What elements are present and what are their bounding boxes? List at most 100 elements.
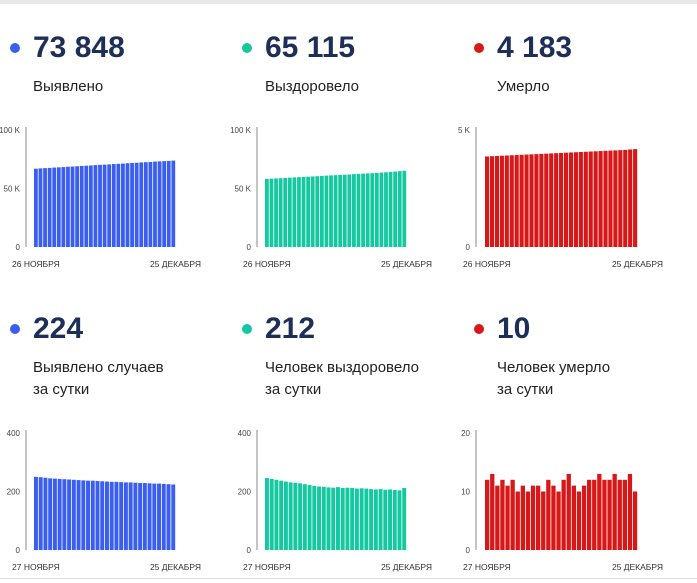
- y-tick-label: 20: [461, 429, 470, 438]
- bar: [274, 479, 279, 550]
- bar: [148, 161, 153, 247]
- bar: [283, 481, 288, 550]
- legend-dot-icon: [474, 324, 484, 334]
- bar: [514, 155, 519, 247]
- bar: [171, 484, 176, 550]
- stat-label: Человек умерло за сутки: [497, 357, 610, 401]
- bar: [549, 153, 554, 247]
- bar: [597, 473, 602, 550]
- legend-dot-icon: [474, 43, 484, 53]
- y-tick-label: 200: [238, 488, 252, 497]
- bar: [573, 152, 578, 247]
- stat-label-line: Выявлено: [33, 78, 104, 95]
- bar: [402, 487, 407, 550]
- bar: [510, 479, 515, 550]
- bar: [490, 473, 495, 550]
- bar: [627, 473, 633, 550]
- bar: [310, 176, 315, 247]
- bar: [365, 173, 370, 247]
- bar: [38, 168, 43, 247]
- top-strip: [0, 0, 697, 4]
- bar: [347, 174, 352, 247]
- stat-label-line: Выявлено случаев: [33, 359, 164, 376]
- bar: [608, 150, 613, 247]
- y-tick-label: 10: [461, 488, 470, 497]
- stat-value: 10: [497, 312, 531, 345]
- bar: [293, 482, 298, 550]
- bar: [81, 480, 86, 550]
- bar: [370, 173, 375, 247]
- bar: [509, 155, 514, 247]
- bar: [628, 149, 633, 247]
- bar: [388, 489, 392, 550]
- bar: [102, 164, 107, 247]
- y-tick-label: 0: [16, 546, 21, 555]
- bar: [384, 172, 388, 247]
- bar: [317, 486, 321, 550]
- bar: [162, 161, 167, 247]
- bar: [315, 176, 320, 247]
- bar: [618, 150, 623, 247]
- y-tick-label: 50 K: [4, 185, 21, 194]
- bar: [301, 176, 306, 247]
- bar: [52, 478, 57, 550]
- bar: [38, 477, 43, 550]
- bar: [157, 483, 161, 550]
- bar: [556, 491, 561, 550]
- bar: [354, 488, 359, 550]
- stat-label-line: за сутки: [265, 381, 322, 398]
- stat-panel: 212 Человек выздоровело за сутки: [232, 311, 464, 401]
- bar: [88, 165, 93, 247]
- bar: [56, 167, 61, 247]
- x-tick-label-start: 27 НОЯБРЯ: [463, 562, 511, 572]
- bar: [361, 173, 365, 247]
- bar: [66, 166, 70, 247]
- bar: [125, 163, 130, 247]
- bar: [551, 485, 556, 550]
- bar: [265, 178, 269, 247]
- bar: [43, 168, 47, 247]
- bar: [75, 166, 80, 247]
- x-tick-label-end: 25 ДЕКАБРЯ: [381, 259, 432, 269]
- bar: [592, 479, 597, 550]
- bar: [269, 178, 274, 247]
- bar: [67, 479, 72, 550]
- bar: [554, 153, 559, 247]
- bar: [378, 489, 383, 550]
- x-tick-label-start: 27 НОЯБРЯ: [12, 562, 60, 572]
- y-tick-label: 400: [7, 429, 21, 438]
- bar: [76, 480, 81, 550]
- bar: [161, 483, 166, 550]
- stat-value: 4 183: [497, 31, 573, 64]
- bar: [319, 175, 324, 247]
- bar: [93, 165, 98, 247]
- bar: [139, 162, 144, 247]
- bar: [374, 172, 379, 247]
- stat-value: 73 848: [33, 31, 125, 64]
- bar: [485, 479, 490, 550]
- legend-dot-icon: [10, 43, 20, 53]
- bar: [350, 487, 355, 550]
- stat-label-line: Человек умерло: [497, 359, 611, 376]
- bar: [593, 151, 598, 247]
- bar: [397, 490, 402, 550]
- bar: [306, 176, 311, 247]
- bar: [613, 150, 618, 247]
- stat-label-line: Человек выздоровело: [265, 359, 419, 376]
- bar: [47, 167, 52, 247]
- bar: [534, 154, 539, 247]
- bar: [171, 160, 176, 247]
- bar: [568, 152, 574, 247]
- x-tick-label-end: 25 ДЕКАБРЯ: [612, 259, 663, 269]
- y-tick-label: 100 K: [230, 126, 252, 135]
- stat-panel: 224 Выявлено случаев за сутки: [0, 311, 232, 401]
- bar: [105, 481, 109, 550]
- bar: [116, 163, 121, 247]
- bar: [499, 155, 504, 247]
- stat-value: 65 115: [265, 31, 356, 64]
- bar: [623, 149, 628, 247]
- bar: [489, 156, 495, 247]
- stat-value: 224: [33, 312, 84, 345]
- x-tick-label-end: 25 ДЕКАБРЯ: [150, 562, 201, 572]
- bar: [142, 483, 147, 550]
